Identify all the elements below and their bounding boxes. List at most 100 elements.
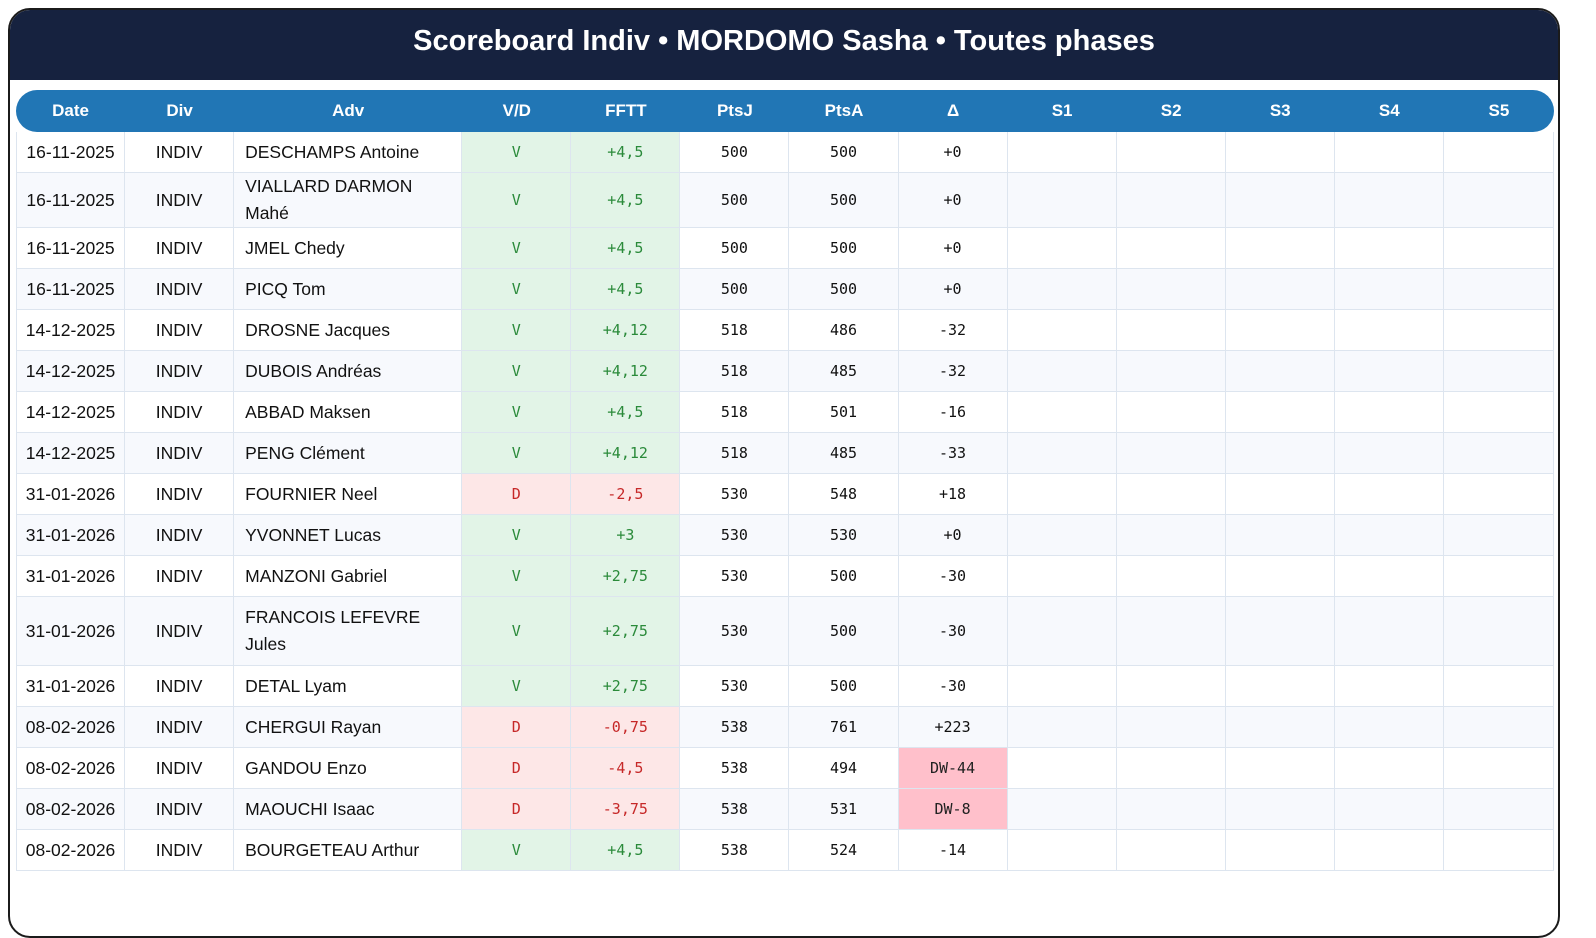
- table-row[interactable]: 31-01-2026 INDIV YVONNET Lucas V +3 530 530 +0: [16, 515, 1554, 556]
- table-row[interactable]: 31-01-2026 INDIV FOURNIER Neel D -2,5 530 548 +…: [16, 474, 1554, 515]
- table-row[interactable]: 08-02-2026 INDIV CHERGUI Rayan D -0,75 538 761…: [16, 707, 1554, 748]
- set4-cell: [1334, 351, 1444, 392]
- set1-cell: [1007, 474, 1117, 515]
- opponent-points-cell: 500: [789, 269, 899, 310]
- div-cell: INDIV: [125, 789, 235, 830]
- set5-cell: [1443, 132, 1554, 173]
- table-row[interactable]: 31-01-2026 INDIV FRANCOIS LEFEVRE Jules V +2…: [16, 597, 1554, 666]
- delta-cell: +0: [898, 228, 1008, 269]
- table-row[interactable]: 14-12-2025 INDIV PENG Clément V +4,12 518 485-…: [16, 433, 1554, 474]
- col-header-date[interactable]: Date: [16, 90, 126, 132]
- set4-cell: [1334, 830, 1444, 871]
- set2-cell: [1116, 707, 1226, 748]
- col-header-delta[interactable]: Δ: [898, 90, 1008, 132]
- set2-cell: [1116, 666, 1226, 707]
- result-cell: V: [462, 269, 572, 310]
- set5-cell: [1443, 351, 1554, 392]
- set3-cell: [1225, 351, 1335, 392]
- col-header-s3[interactable]: S3: [1225, 90, 1335, 132]
- col-header-s5[interactable]: S5: [1443, 90, 1554, 132]
- table-row[interactable]: 16-11-2025 INDIV DESCHAMPS Antoine V +4,5 500…: [16, 132, 1554, 173]
- div-cell: INDIV: [125, 556, 235, 597]
- adversary-cell: BOURGETEAU Arthur: [234, 830, 463, 871]
- div-cell: INDIV: [125, 392, 235, 433]
- set3-cell: [1225, 433, 1335, 474]
- table-row[interactable]: 08-02-2026 INDIV MAOUCHI Isaac D -3,75 538 531…: [16, 789, 1554, 830]
- adversary-cell: MAOUCHI Isaac: [234, 789, 463, 830]
- fftt-points-cell: +4,12: [571, 433, 681, 474]
- date-cell: 08-02-2026: [16, 789, 126, 830]
- player-points-cell: 518: [680, 392, 790, 433]
- result-cell: V: [462, 556, 572, 597]
- table-row[interactable]: 08-02-2026 INDIV GANDOU Enzo D -4,5 538 494 DW-…: [16, 748, 1554, 789]
- table-row[interactable]: 08-02-2026 INDIV BOURGETEAU Arthur V +4,5 538…: [16, 830, 1554, 871]
- result-cell: D: [462, 789, 572, 830]
- fftt-points-cell: +4,5: [571, 269, 681, 310]
- adversary-cell: FOURNIER Neel: [234, 474, 463, 515]
- set3-cell: [1225, 474, 1335, 515]
- player-points-cell: 530: [680, 597, 790, 666]
- set4-cell: [1334, 433, 1444, 474]
- set4-cell: [1334, 789, 1444, 830]
- delta-cell: +0: [898, 269, 1008, 310]
- set4-cell: [1334, 666, 1444, 707]
- date-cell: 08-02-2026: [16, 748, 126, 789]
- col-header-fftt[interactable]: FFTT: [571, 90, 681, 132]
- adversary-cell: FRANCOIS LEFEVRE Jules: [234, 597, 463, 666]
- set5-cell: [1443, 556, 1554, 597]
- table-row[interactable]: 16-11-2025 INDIV JMEL Chedy V +4,5 500 500 +0: [16, 228, 1554, 269]
- set1-cell: [1007, 830, 1117, 871]
- col-header-s1[interactable]: S1: [1007, 90, 1117, 132]
- col-header-ptsa[interactable]: PtsA: [789, 90, 899, 132]
- scoreboard-card: Scoreboard Indiv • MORDOMO Sasha • Toute…: [8, 8, 1560, 938]
- set4-cell: [1334, 707, 1444, 748]
- fftt-points-cell: -0,75: [571, 707, 681, 748]
- date-cell: 16-11-2025: [16, 228, 126, 269]
- adversary-cell: ABBAD Maksen: [234, 392, 463, 433]
- result-cell: V: [462, 666, 572, 707]
- set1-cell: [1007, 597, 1117, 666]
- set1-cell: [1007, 748, 1117, 789]
- table-row[interactable]: 16-11-2025 INDIV VIALLARD DARMON Mahé V +4,5…: [16, 173, 1554, 228]
- col-header-vd[interactable]: V/D: [462, 90, 572, 132]
- table-row[interactable]: 31-01-2026 INDIV MANZONI Gabriel V +2,75 530 5…: [16, 556, 1554, 597]
- set3-cell: [1225, 228, 1335, 269]
- date-cell: 31-01-2026: [16, 474, 126, 515]
- col-header-div[interactable]: Div: [125, 90, 235, 132]
- delta-cell: +0: [898, 132, 1008, 173]
- col-header-adv[interactable]: Adv: [234, 90, 463, 132]
- set5-cell: [1443, 310, 1554, 351]
- set1-cell: [1007, 433, 1117, 474]
- fftt-points-cell: +4,5: [571, 228, 681, 269]
- delta-cell: -30: [898, 666, 1008, 707]
- adversary-cell: GANDOU Enzo: [234, 748, 463, 789]
- set3-cell: [1225, 556, 1335, 597]
- player-points-cell: 518: [680, 310, 790, 351]
- set1-cell: [1007, 392, 1117, 433]
- table-row[interactable]: 16-11-2025 INDIV PICQ Tom V +4,5 500 500 +0: [16, 269, 1554, 310]
- set5-cell: [1443, 392, 1554, 433]
- result-cell: V: [462, 132, 572, 173]
- table-row[interactable]: 31-01-2026 INDIV DETAL Lyam V +2,75 530 500 -30: [16, 666, 1554, 707]
- adversary-cell: DUBOIS Andréas: [234, 351, 463, 392]
- col-header-s4[interactable]: S4: [1334, 90, 1444, 132]
- set4-cell: [1334, 597, 1444, 666]
- div-cell: INDIV: [125, 433, 235, 474]
- set3-cell: [1225, 707, 1335, 748]
- table-row[interactable]: 14-12-2025 INDIV DROSNE Jacques V +4,12 518 48…: [16, 310, 1554, 351]
- table-row[interactable]: 14-12-2025 INDIV ABBAD Maksen V +4,5 518 501 -1…: [16, 392, 1554, 433]
- table-row[interactable]: 14-12-2025 INDIV DUBOIS Andréas V +4,12 518 48…: [16, 351, 1554, 392]
- date-cell: 08-02-2026: [16, 707, 126, 748]
- col-header-s2[interactable]: S2: [1116, 90, 1226, 132]
- set4-cell: [1334, 310, 1444, 351]
- opponent-points-cell: 530: [789, 515, 899, 556]
- opponent-points-cell: 500: [789, 228, 899, 269]
- opponent-points-cell: 500: [789, 666, 899, 707]
- date-cell: 31-01-2026: [16, 515, 126, 556]
- set2-cell: [1116, 515, 1226, 556]
- player-points-cell: 538: [680, 830, 790, 871]
- col-header-ptsj[interactable]: PtsJ: [680, 90, 790, 132]
- player-points-cell: 500: [680, 269, 790, 310]
- set3-cell: [1225, 830, 1335, 871]
- fftt-points-cell: +4,12: [571, 351, 681, 392]
